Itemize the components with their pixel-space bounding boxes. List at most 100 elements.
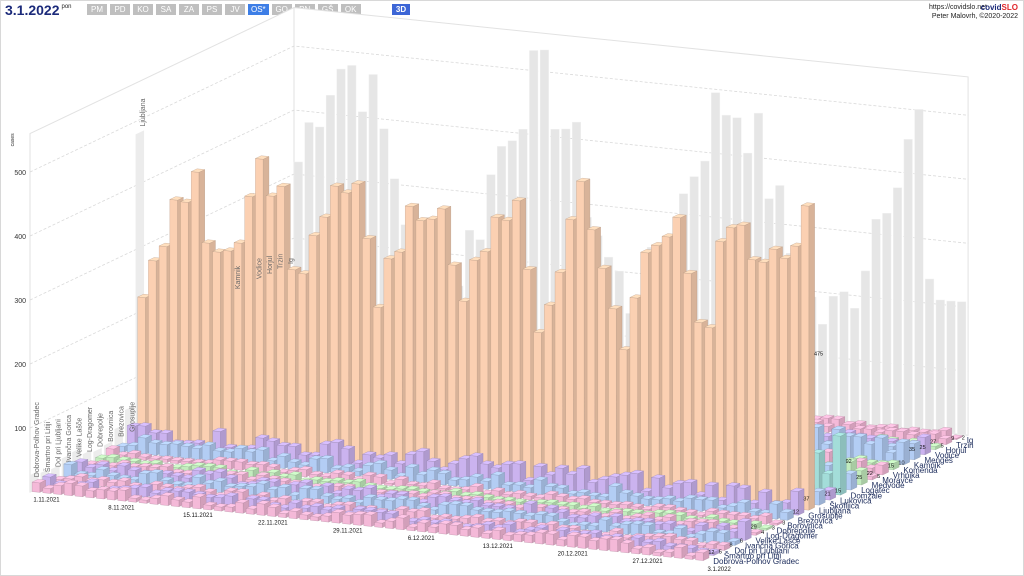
region-button-7[interactable]: OS*: [248, 4, 269, 15]
region-button-11[interactable]: OK: [340, 4, 361, 15]
bar-top-8-24: [372, 459, 388, 464]
bar-top-1-12: [170, 487, 186, 492]
bar-10-39: [554, 271, 563, 486]
bar-top-5-38: [490, 498, 506, 503]
y-tick-label-4: 500: [14, 170, 26, 177]
date-tick-label-2: 15.11.2021: [183, 513, 213, 519]
bar-top-5-39: [501, 500, 517, 505]
bar-top-7-8: [191, 458, 206, 463]
back-projection-bar-52: [850, 308, 860, 424]
bar-top-2-24: [309, 498, 325, 503]
bar-top-2-36: [437, 513, 453, 518]
bar-0-37: [427, 526, 436, 534]
region-button-10[interactable]: GŠ: [317, 4, 338, 15]
bar-top-5-49: [608, 509, 624, 513]
bar-top-0-39: [448, 521, 464, 526]
bar-top-13-62: [832, 432, 847, 437]
bar-10-22: [372, 306, 381, 467]
row-label-10: Ljubljana: [819, 506, 852, 515]
current-date: 3.1.2022: [5, 2, 60, 18]
region-button-3[interactable]: SA: [156, 4, 176, 15]
bar-top-10-50: [672, 214, 687, 219]
bar-0-28: [331, 511, 340, 524]
value-label-24: 2: [962, 435, 965, 441]
bar-top-3-57: [673, 525, 688, 529]
bar-top-0-12: [159, 492, 175, 497]
region-button-4[interactable]: ZA: [179, 4, 199, 15]
bar-top-5-32: [426, 489, 442, 494]
bar-top-6-28: [394, 485, 410, 490]
bar-top-2-27: [341, 501, 357, 506]
bar-top-10-36: [522, 266, 537, 270]
bar-top-0-30: [352, 511, 368, 515]
bar-top-6-49: [619, 508, 634, 513]
bar-top-7-58: [726, 511, 741, 516]
site-url[interactable]: https://covidslo.net: [929, 4, 987, 11]
bar-0-27: [320, 515, 329, 523]
bar-top-10-14: [286, 266, 302, 271]
bar-top-1-29: [352, 505, 368, 510]
region-button-6[interactable]: JV: [225, 4, 245, 15]
bar-0-38: [438, 523, 447, 535]
bar-top-0-16: [202, 501, 218, 506]
region-button-0[interactable]: PM: [87, 4, 107, 15]
bar-top-23-55: [862, 425, 878, 430]
region-button-8[interactable]: GO: [271, 4, 292, 15]
bar-top-2-32: [395, 505, 410, 510]
bar-top-4-30: [394, 491, 410, 495]
bar-top-8-27: [404, 463, 420, 468]
bar-top-3-15: [223, 483, 239, 487]
bar-top-1-48: [555, 526, 571, 531]
bar-top-4-21: [298, 479, 314, 484]
bar-top-3-4: [106, 472, 121, 476]
bar-8-54: [694, 498, 703, 512]
bar-top-4-46: [566, 513, 581, 518]
bar-top-1-57: [652, 537, 667, 542]
row-label-16: Moravče: [882, 476, 913, 485]
bar-top-3-46: [555, 518, 571, 523]
bar-top-10-41: [575, 177, 591, 182]
bar-top-3-8: [148, 469, 164, 474]
region-button-5[interactable]: PS: [202, 4, 222, 15]
bar-top-2-34: [416, 507, 432, 512]
value-label-23: 9: [951, 436, 954, 442]
bar-top-9-12: [255, 434, 270, 439]
bar-10-8: [223, 250, 232, 451]
bar-top-16-62: [863, 473, 879, 477]
bar-top-7-49: [629, 503, 645, 508]
bar-top-8-15: [276, 452, 292, 457]
y-tick-label-2: 300: [14, 298, 26, 305]
bar-top-0-24: [288, 507, 303, 512]
3d-mode-button[interactable]: 3D: [392, 4, 410, 15]
bar-top-23-53: [841, 421, 857, 425]
region-button-2[interactable]: KO: [133, 4, 153, 15]
bar-top-6-44: [565, 501, 581, 506]
bar-10-34: [501, 219, 510, 480]
bar-top-7-0: [105, 445, 121, 450]
bar-top-7-7: [180, 457, 196, 462]
bar-top-2-61: [705, 540, 721, 545]
bar-0-18: [224, 506, 233, 513]
bar-top-3-53: [630, 520, 645, 525]
back-label-2: Vodice: [256, 258, 263, 279]
value-label-6: 3: [772, 525, 775, 531]
bar-top-2-46: [544, 520, 560, 525]
bar-8-28: [416, 474, 425, 484]
bar-0-60: [673, 546, 682, 559]
bar-top-8-11: [233, 444, 249, 449]
bar-top-6-57: [704, 514, 720, 518]
date-tick-label-8: 27.12.2021: [633, 559, 664, 565]
value-label-18: 10: [898, 460, 904, 466]
bar-0-3: [64, 482, 73, 496]
region-button-1[interactable]: PD: [110, 4, 130, 15]
bar-top-4-39: [491, 502, 506, 507]
value-label-7: 3: [782, 520, 785, 526]
bar-top-6-47: [597, 507, 613, 512]
bar-top-23-59: [905, 431, 921, 436]
bar-top-2-43: [512, 518, 528, 523]
bar-top-7-57: [715, 509, 731, 514]
bar-top-7-53: [672, 506, 688, 511]
bar-0-50: [566, 534, 575, 548]
date-tick-label-9: 3.1.2022: [707, 567, 731, 573]
